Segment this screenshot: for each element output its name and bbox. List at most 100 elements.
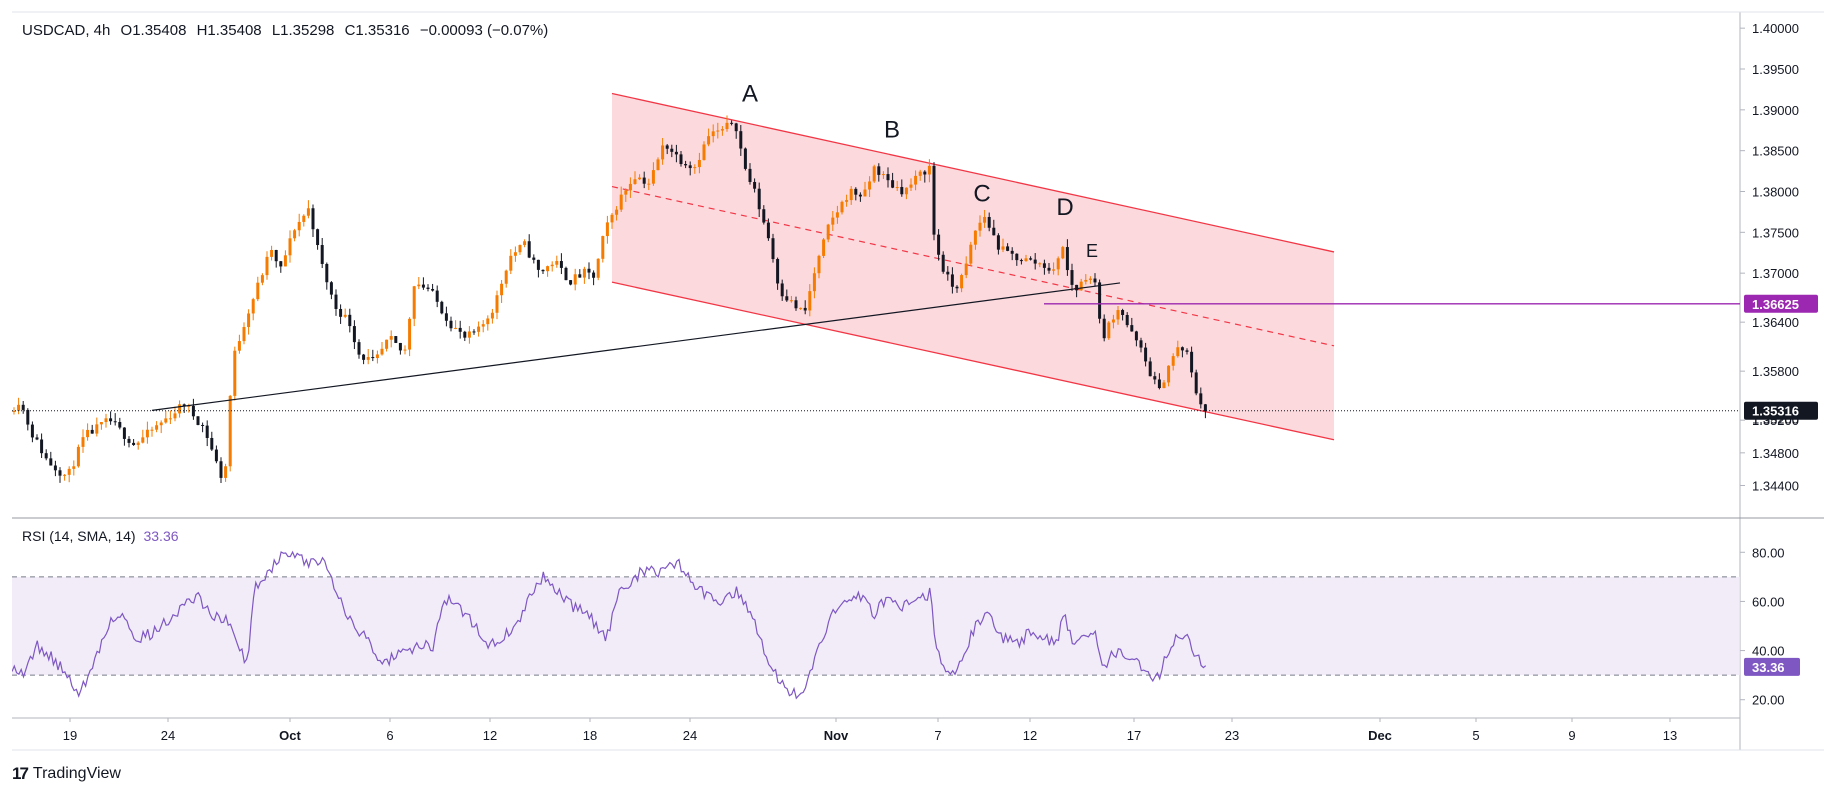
ohlc-change: −0.00093 (−0.07%) xyxy=(419,22,549,39)
candle-body xyxy=(214,449,218,462)
candle-body xyxy=(352,326,356,343)
candle-body xyxy=(26,409,30,425)
candle-up xyxy=(702,141,706,161)
candle-body xyxy=(555,261,559,265)
candle-body xyxy=(260,275,264,283)
candle-up xyxy=(1084,274,1088,285)
candle-body xyxy=(1102,318,1106,339)
candle-down xyxy=(766,218,770,241)
candle-body xyxy=(532,257,536,260)
candle-up xyxy=(605,215,609,244)
candle-down xyxy=(348,308,352,333)
candle-body xyxy=(776,259,780,284)
candle-body xyxy=(389,336,393,340)
candle-down xyxy=(357,339,361,359)
candle-down xyxy=(757,182,761,218)
candle-body xyxy=(624,190,628,195)
candle-body xyxy=(251,299,255,314)
candle-down xyxy=(900,179,904,197)
candle-up xyxy=(1167,365,1171,387)
channel-lower-line[interactable] xyxy=(611,281,1335,441)
candle-up xyxy=(868,176,872,197)
candle-up xyxy=(881,171,885,179)
candle-body xyxy=(132,442,136,445)
candle-down xyxy=(532,254,536,264)
candle-down xyxy=(753,178,757,193)
candle-down xyxy=(26,408,30,431)
candle-up xyxy=(550,261,554,272)
wave-label-e[interactable]: E xyxy=(1086,241,1098,261)
wave-label-b[interactable]: B xyxy=(884,117,900,144)
candle-body xyxy=(201,424,205,426)
tradingview-brand[interactable]: 17 TradingView xyxy=(12,764,121,784)
rsi-title[interactable]: RSI (14, SMA, 14) xyxy=(22,528,136,544)
candle-up xyxy=(624,188,628,202)
last-price-badge[interactable] xyxy=(1744,401,1818,420)
candle-down xyxy=(987,212,991,232)
wave-label-c[interactable]: C xyxy=(973,180,990,207)
rsi-value-badge[interactable] xyxy=(1744,657,1800,676)
candle-up xyxy=(380,341,384,356)
level-price-badge[interactable] xyxy=(1744,294,1818,313)
channel-mid-line[interactable] xyxy=(611,186,1335,347)
candle-body xyxy=(734,123,738,132)
candle-body xyxy=(619,194,623,210)
wave-label-a[interactable]: A xyxy=(742,81,758,108)
candle-down xyxy=(118,417,122,430)
candle-down xyxy=(1093,273,1097,287)
rsi-line[interactable] xyxy=(12,550,1207,700)
time-tick-label: 7 xyxy=(934,728,941,743)
candle-body xyxy=(794,300,798,309)
candle-body xyxy=(1093,278,1097,283)
candle-body xyxy=(1098,282,1102,319)
candle-up xyxy=(260,273,264,286)
candle-down xyxy=(771,233,775,263)
candle-up xyxy=(716,122,720,139)
rsi-axis[interactable]: 80.00 60.00 40.00 20.00 33.36 xyxy=(1740,545,1800,708)
candle-up xyxy=(1001,238,1005,253)
candle-up xyxy=(164,410,168,424)
candle-up xyxy=(509,249,513,275)
candle-body xyxy=(21,404,25,410)
candle-body xyxy=(173,413,177,419)
price-axis[interactable]: 1.40000 1.39500 1.39000 1.38500 1.38000 1.375… xyxy=(1740,21,1818,494)
support-trendline[interactable] xyxy=(151,282,1121,411)
time-axis[interactable]: 19 24 Oct 6 12 18 24 Nov 7 12 17 23 Dec 5 9 13 xyxy=(63,718,1677,743)
descending-channel[interactable] xyxy=(611,92,1335,441)
candle-up xyxy=(1056,256,1060,276)
candle-up xyxy=(481,320,485,333)
candle-body xyxy=(440,301,444,314)
candle-up xyxy=(1107,321,1111,340)
wave-label-d[interactable]: D xyxy=(1056,194,1073,221)
candle-up xyxy=(155,421,159,433)
candle-up xyxy=(412,285,416,327)
candle-body xyxy=(546,266,550,272)
candle-down xyxy=(1190,346,1194,378)
rsi-pane[interactable] xyxy=(12,550,1740,700)
time-tick-label: Nov xyxy=(824,728,849,743)
candle-up xyxy=(661,137,665,165)
candle-body xyxy=(210,437,214,450)
candle-body xyxy=(932,165,936,235)
candle-body xyxy=(1084,279,1088,282)
candle-up xyxy=(615,206,619,221)
candle-up xyxy=(99,422,103,430)
candle-body xyxy=(739,131,743,149)
rsi-tick-label: 80.00 xyxy=(1752,545,1785,560)
candle-body xyxy=(941,254,945,272)
candle-down xyxy=(592,270,596,286)
candle-down xyxy=(1134,330,1138,347)
price-pane[interactable]: A B C DE xyxy=(12,81,1740,483)
symbol-title[interactable]: USDCAD, 4h xyxy=(22,22,111,39)
candle-body xyxy=(196,416,200,425)
candle-down xyxy=(858,192,862,202)
candle-up xyxy=(12,407,16,415)
candle-body xyxy=(904,187,908,195)
channel-upper-line[interactable] xyxy=(611,92,1335,253)
candle-up xyxy=(596,258,600,281)
rsi-legend: RSI (14, SMA, 14) 33.36 xyxy=(22,528,179,544)
candle-down xyxy=(40,433,44,459)
candle-up xyxy=(95,417,99,437)
candle-body xyxy=(1070,270,1074,285)
